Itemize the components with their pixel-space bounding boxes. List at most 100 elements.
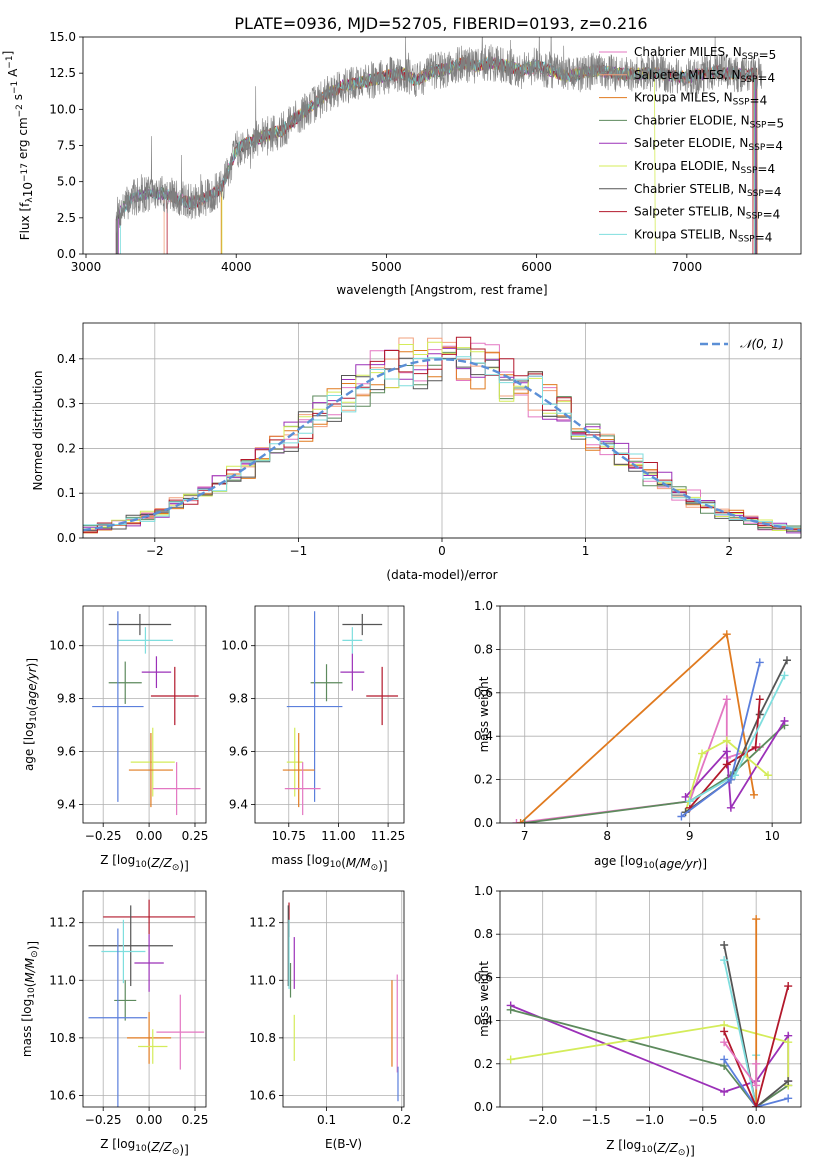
y-tick-label: 0.0 [474, 816, 493, 830]
x-tick-label: 10 [764, 829, 779, 843]
legend-entry: Salpeter STELIB, NSSP=4 [634, 205, 780, 222]
legend-entry: Kroupa MILES, NSSP=4 [634, 91, 767, 108]
weight-marker [726, 803, 735, 812]
y-tick-label: 11.2 [49, 916, 76, 930]
axes-frame [499, 605, 802, 824]
x-tick-label: 0 [438, 544, 446, 558]
x-tick-label: −0.25 [85, 829, 122, 843]
legend-entry: Salpeter MILES, NSSP=4 [634, 68, 775, 85]
weight-marker [720, 1038, 729, 1047]
weight-line [519, 632, 755, 823]
x-tick-label: 6000 [521, 260, 552, 274]
error-bar-point [128, 733, 173, 808]
y-tick-label: 0.3 [57, 397, 76, 411]
x-tick-label: −2.0 [528, 1113, 557, 1127]
weight-marker [520, 819, 529, 823]
x-tick-label: 2 [725, 544, 733, 558]
error-bars [92, 611, 201, 816]
x-tick-label: 0.2 [392, 1113, 411, 1127]
weight-marker [506, 1005, 515, 1014]
weight-marker [720, 1055, 729, 1064]
residuals-y-axis-label: Normed distribution [31, 371, 45, 491]
y-tick-label: 11.0 [249, 973, 276, 987]
spectrum-y-axis-label: Flux [fλ10−17 erg cm−2 s−1 A−1] [1, 51, 35, 241]
x-tick-label: 0.1 [317, 1113, 336, 1127]
weight-series [520, 721, 789, 823]
axes-frame [282, 890, 405, 1108]
x-tick-label: 9 [686, 829, 694, 843]
mass-y-axis-label: mass [log10(M/M⊙)] [20, 941, 40, 1057]
y-tick-label: 12.5 [49, 66, 76, 80]
weight-marker [780, 671, 789, 680]
x-tick-label: 0.25 [182, 1113, 209, 1127]
weight-marker [681, 792, 690, 801]
y-tick-label: 0.8 [474, 642, 493, 656]
y-tick-label: 0.4 [474, 1014, 493, 1028]
y-tick-label: 0.4 [474, 729, 493, 743]
x-tick-label: −1.0 [635, 1113, 664, 1127]
model-spectrum-line [221, 57, 656, 254]
y-tick-label: 2.5 [57, 211, 76, 225]
weight-series [685, 671, 789, 806]
y-tick-label: 10.0 [221, 639, 248, 653]
weight-marker [720, 956, 729, 965]
error-bar-point [108, 661, 142, 704]
axes-frame [82, 890, 207, 1108]
weight-line [510, 1008, 789, 1107]
mass_vs_ebv-panel: 0.1 0.2 10.6 10.8 11.0 11.2 E(B-V) [249, 890, 411, 1151]
weight-series [720, 1038, 761, 1090]
age-y-axis-label: age [log10(age/yr)] [22, 658, 39, 771]
weight-marker [749, 790, 758, 799]
weight-marker [722, 736, 731, 745]
weight-marker [755, 658, 764, 667]
weight-marker [752, 1081, 761, 1090]
y-tick-label: 7.5 [57, 139, 76, 153]
x-axis-label: E(B-V) [325, 1137, 362, 1151]
error-bar-point [310, 664, 343, 702]
age_vs_Z-panel: −0.25 0.00 0.25 9.4 9.6 9.8 10.0 Z [log10(Z/Z⊙)… [22, 605, 208, 873]
error-bar-point [101, 919, 146, 984]
error-bar-point [284, 762, 321, 816]
y-tick-label: 5.0 [57, 175, 76, 189]
weight-marker [720, 1087, 729, 1096]
y-tick-label: 11.0 [49, 973, 76, 987]
weight-line [524, 724, 786, 823]
y-tick-label: 9.4 [229, 797, 248, 811]
y-tick-label: 9.6 [57, 745, 76, 759]
x-tick-label: 11.00 [321, 829, 355, 843]
legend-entry: Chabrier ELODIE, NSSP=5 [634, 113, 784, 130]
weight-marker [516, 819, 525, 823]
y-tick-label: 10.6 [249, 1088, 276, 1102]
y-tick-label: 0.4 [57, 352, 76, 366]
weight-marker [506, 1055, 515, 1064]
error-bar-point [340, 653, 365, 691]
error-bar-point [152, 762, 201, 816]
error-bar-point [286, 727, 303, 797]
weight-marker [784, 1094, 793, 1103]
x-tick-label: −1.5 [581, 1113, 610, 1127]
x-axis-label: age [log10(age/yr)] [594, 854, 707, 871]
y-tick-label: 9.8 [229, 692, 248, 706]
error-bar-point [92, 611, 144, 802]
error-bar-point [366, 666, 399, 726]
y-tick-label: 0.2 [474, 773, 493, 787]
histograms [83, 336, 801, 534]
y-tick-label: 0.6 [474, 686, 493, 700]
weight-marker [782, 656, 791, 665]
weight-series [516, 630, 758, 823]
weight-marker [722, 760, 731, 769]
weight-marker [698, 749, 707, 758]
error-bar-point [88, 928, 148, 1107]
x-tick-label: 10.75 [272, 829, 306, 843]
error-bar-point [127, 1011, 172, 1064]
y-tick-label: 15.0 [49, 30, 76, 44]
legend-entry: Salpeter ELODIE, NSSP=4 [634, 136, 783, 153]
y-tick-label: 0.0 [57, 247, 76, 261]
y-tick-label: 9.6 [229, 745, 248, 759]
model-spectrum-line [220, 56, 755, 254]
x-tick-label: −1 [290, 544, 308, 558]
weight_vs_Z-panel: −2.0 −1.5 −1.0 −0.5 0.0 0.0 0.2 0.4 0.6 0.8 1.0 Z [… [474, 884, 802, 1158]
y-tick-label: 0.2 [474, 1057, 493, 1071]
weight-marker [726, 775, 735, 784]
